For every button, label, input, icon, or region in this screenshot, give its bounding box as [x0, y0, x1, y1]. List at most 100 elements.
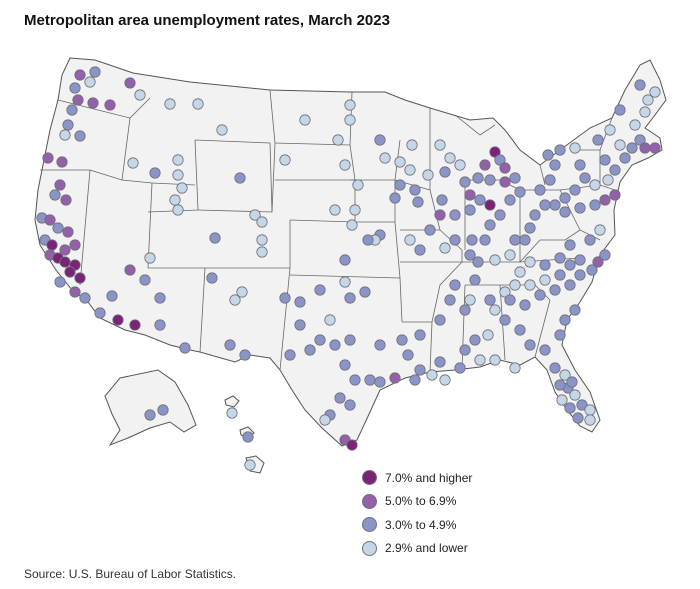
metro-dot: [172, 154, 184, 166]
metro-dot: [504, 249, 516, 261]
metro-dot: [72, 94, 84, 106]
metro-dot: [304, 344, 316, 356]
metro-dot: [484, 174, 496, 186]
metro-dot: [589, 199, 601, 211]
metro-dot: [494, 209, 506, 221]
metro-dot: [574, 254, 586, 266]
metro-dot: [329, 339, 341, 351]
metro-dot: [124, 77, 136, 89]
legend-label: 7.0% and higher: [385, 470, 473, 485]
metro-dot: [346, 439, 358, 451]
metro-dot: [649, 142, 661, 154]
legend-label: 5.0% to 6.9%: [385, 494, 457, 509]
metro-dot: [639, 106, 651, 118]
metro-dot: [634, 134, 646, 146]
metro-dot: [49, 189, 61, 201]
metro-dot: [434, 209, 446, 221]
metro-dot: [60, 194, 72, 206]
metro-dot: [344, 399, 356, 411]
metro-dot: [294, 319, 306, 331]
metro-dot: [464, 189, 476, 201]
metro-dot: [414, 329, 426, 341]
metro-dot: [444, 294, 456, 306]
metro-dot: [256, 234, 268, 246]
metro-dot: [404, 164, 416, 176]
metro-dot: [339, 159, 351, 171]
metro-dot: [514, 186, 526, 198]
metro-dot: [216, 124, 228, 136]
metro-dot: [229, 294, 241, 306]
metro-dot: [394, 179, 406, 191]
metro-dot: [256, 216, 268, 228]
metro-dot: [449, 279, 461, 291]
metro-dot: [59, 244, 71, 256]
legend-label: 2.9% and lower: [385, 541, 468, 556]
metro-dot: [574, 269, 586, 281]
metro-dot: [314, 284, 326, 296]
metro-dot: [474, 194, 486, 206]
metro-dot: [549, 199, 561, 211]
metro-dot: [599, 194, 611, 206]
legend-swatch: [362, 517, 377, 533]
metro-dot: [634, 79, 646, 91]
metro-dot: [324, 314, 336, 326]
legend-2-9-lower: 2.9% and lower: [362, 537, 472, 561]
metro-dot: [234, 172, 246, 184]
metro-dot: [406, 139, 418, 151]
metro-dot: [499, 286, 511, 298]
metro-dot: [499, 162, 511, 174]
metro-dot: [479, 159, 491, 171]
metro-dot: [626, 142, 638, 154]
metro-dot: [69, 286, 81, 298]
metro-dot: [54, 276, 66, 288]
metro-dot: [554, 379, 566, 391]
metro-dot: [334, 392, 346, 404]
metro-dot: [134, 89, 146, 101]
metro-dot: [472, 256, 484, 268]
metro-dot: [549, 362, 561, 374]
metro-dot: [414, 244, 426, 256]
metro-dot: [176, 182, 188, 194]
metro-dot: [64, 266, 76, 278]
metro-dot: [509, 362, 521, 374]
metro-dot: [609, 164, 621, 176]
metro-dot: [224, 339, 236, 351]
metro-dot: [69, 82, 81, 94]
metro-dot: [169, 194, 181, 206]
metro-dot: [514, 266, 526, 278]
metro-dot: [46, 239, 58, 251]
metro-dot: [89, 66, 101, 78]
metro-dot: [339, 276, 351, 288]
metro-dot: [127, 157, 139, 169]
metro-dot: [294, 296, 306, 308]
metro-dot: [74, 69, 86, 81]
metro-dot: [454, 362, 466, 374]
metro-dot: [639, 142, 651, 154]
metro-dot: [466, 234, 478, 246]
legend-label: 3.0% to 4.9%: [385, 517, 457, 532]
metro-dot: [609, 189, 621, 201]
metro-dot: [576, 399, 588, 411]
hawaii-island-1: [224, 395, 240, 408]
metro-dot: [572, 412, 584, 424]
legend-swatch: [362, 493, 377, 509]
metro-dot: [484, 199, 496, 211]
metro-dot: [66, 104, 78, 116]
metro-dot: [226, 407, 238, 419]
metro-dot: [524, 256, 536, 268]
metro-dot: [74, 130, 86, 142]
metro-dot: [244, 459, 256, 471]
metro-dot: [474, 354, 486, 366]
metro-dot: [464, 294, 476, 306]
metro-dot: [434, 314, 446, 326]
metro-dot: [599, 249, 611, 261]
legend-5-to-6-9: 5.0% to 6.9%: [362, 490, 472, 514]
metro-dot: [154, 319, 166, 331]
metro-dot: [514, 324, 526, 336]
metro-dot: [104, 99, 116, 111]
metro-dot: [139, 274, 151, 286]
metro-dot: [242, 431, 254, 443]
source-note: Source: U.S. Bureau of Labor Statistics.: [24, 567, 237, 581]
metro-dot: [439, 242, 451, 254]
